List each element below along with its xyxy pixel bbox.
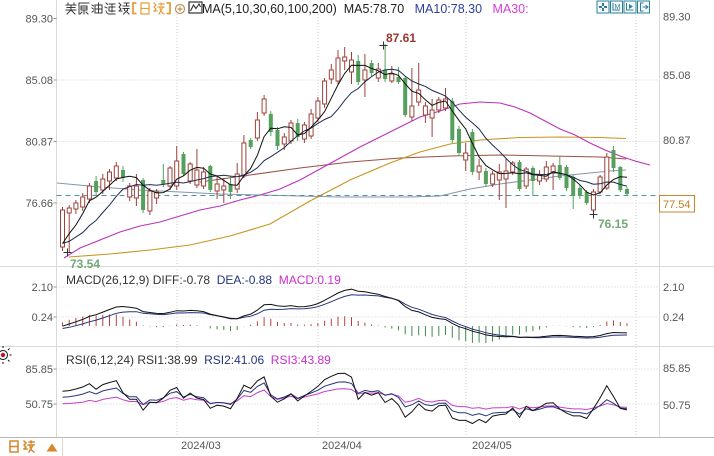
- svg-text:RSI(6,12,24) RSI1:38.99 RSI2:: RSI(6,12,24) RSI1:38.99 RSI2:41.06 RSI3:…: [66, 353, 331, 367]
- svg-text:85.85: 85.85: [663, 363, 691, 375]
- svg-text:MA(5,10,30,60,100,200) MA5:78: MA(5,10,30,60,100,200) MA5:78.70 MA10:78…: [202, 2, 529, 16]
- svg-text:MACD(26,12,9) DIFF:-0.78 DEA:: MACD(26,12,9) DIFF:-0.78 DEA:-0.88 MACD:…: [66, 273, 341, 287]
- svg-text:0.24: 0.24: [32, 312, 53, 324]
- svg-text:85.08: 85.08: [663, 70, 691, 82]
- svg-text:89.30: 89.30: [25, 14, 53, 26]
- svg-text:73.54: 73.54: [70, 257, 100, 271]
- svg-text:77.54: 77.54: [663, 199, 691, 211]
- svg-text:2024/03: 2024/03: [181, 440, 221, 452]
- svg-text:2024/04: 2024/04: [322, 440, 362, 452]
- svg-text:89.30: 89.30: [663, 12, 691, 24]
- svg-text:M: M: [615, 4, 621, 11]
- svg-text:2024/05: 2024/05: [472, 440, 512, 452]
- svg-text:85.85: 85.85: [25, 364, 53, 376]
- svg-text:87.61: 87.61: [386, 31, 416, 45]
- svg-text:2.10: 2.10: [663, 282, 684, 294]
- svg-text:76.15: 76.15: [598, 217, 628, 231]
- svg-text:76.66: 76.66: [25, 198, 53, 210]
- svg-text:80.87: 80.87: [663, 135, 691, 147]
- svg-text:50.75: 50.75: [663, 400, 691, 412]
- svg-text:2.10: 2.10: [32, 282, 53, 294]
- svg-text:0.24: 0.24: [663, 312, 684, 324]
- svg-text:85.08: 85.08: [25, 75, 53, 87]
- svg-text:50.75: 50.75: [25, 399, 53, 411]
- svg-text:80.87: 80.87: [25, 137, 53, 149]
